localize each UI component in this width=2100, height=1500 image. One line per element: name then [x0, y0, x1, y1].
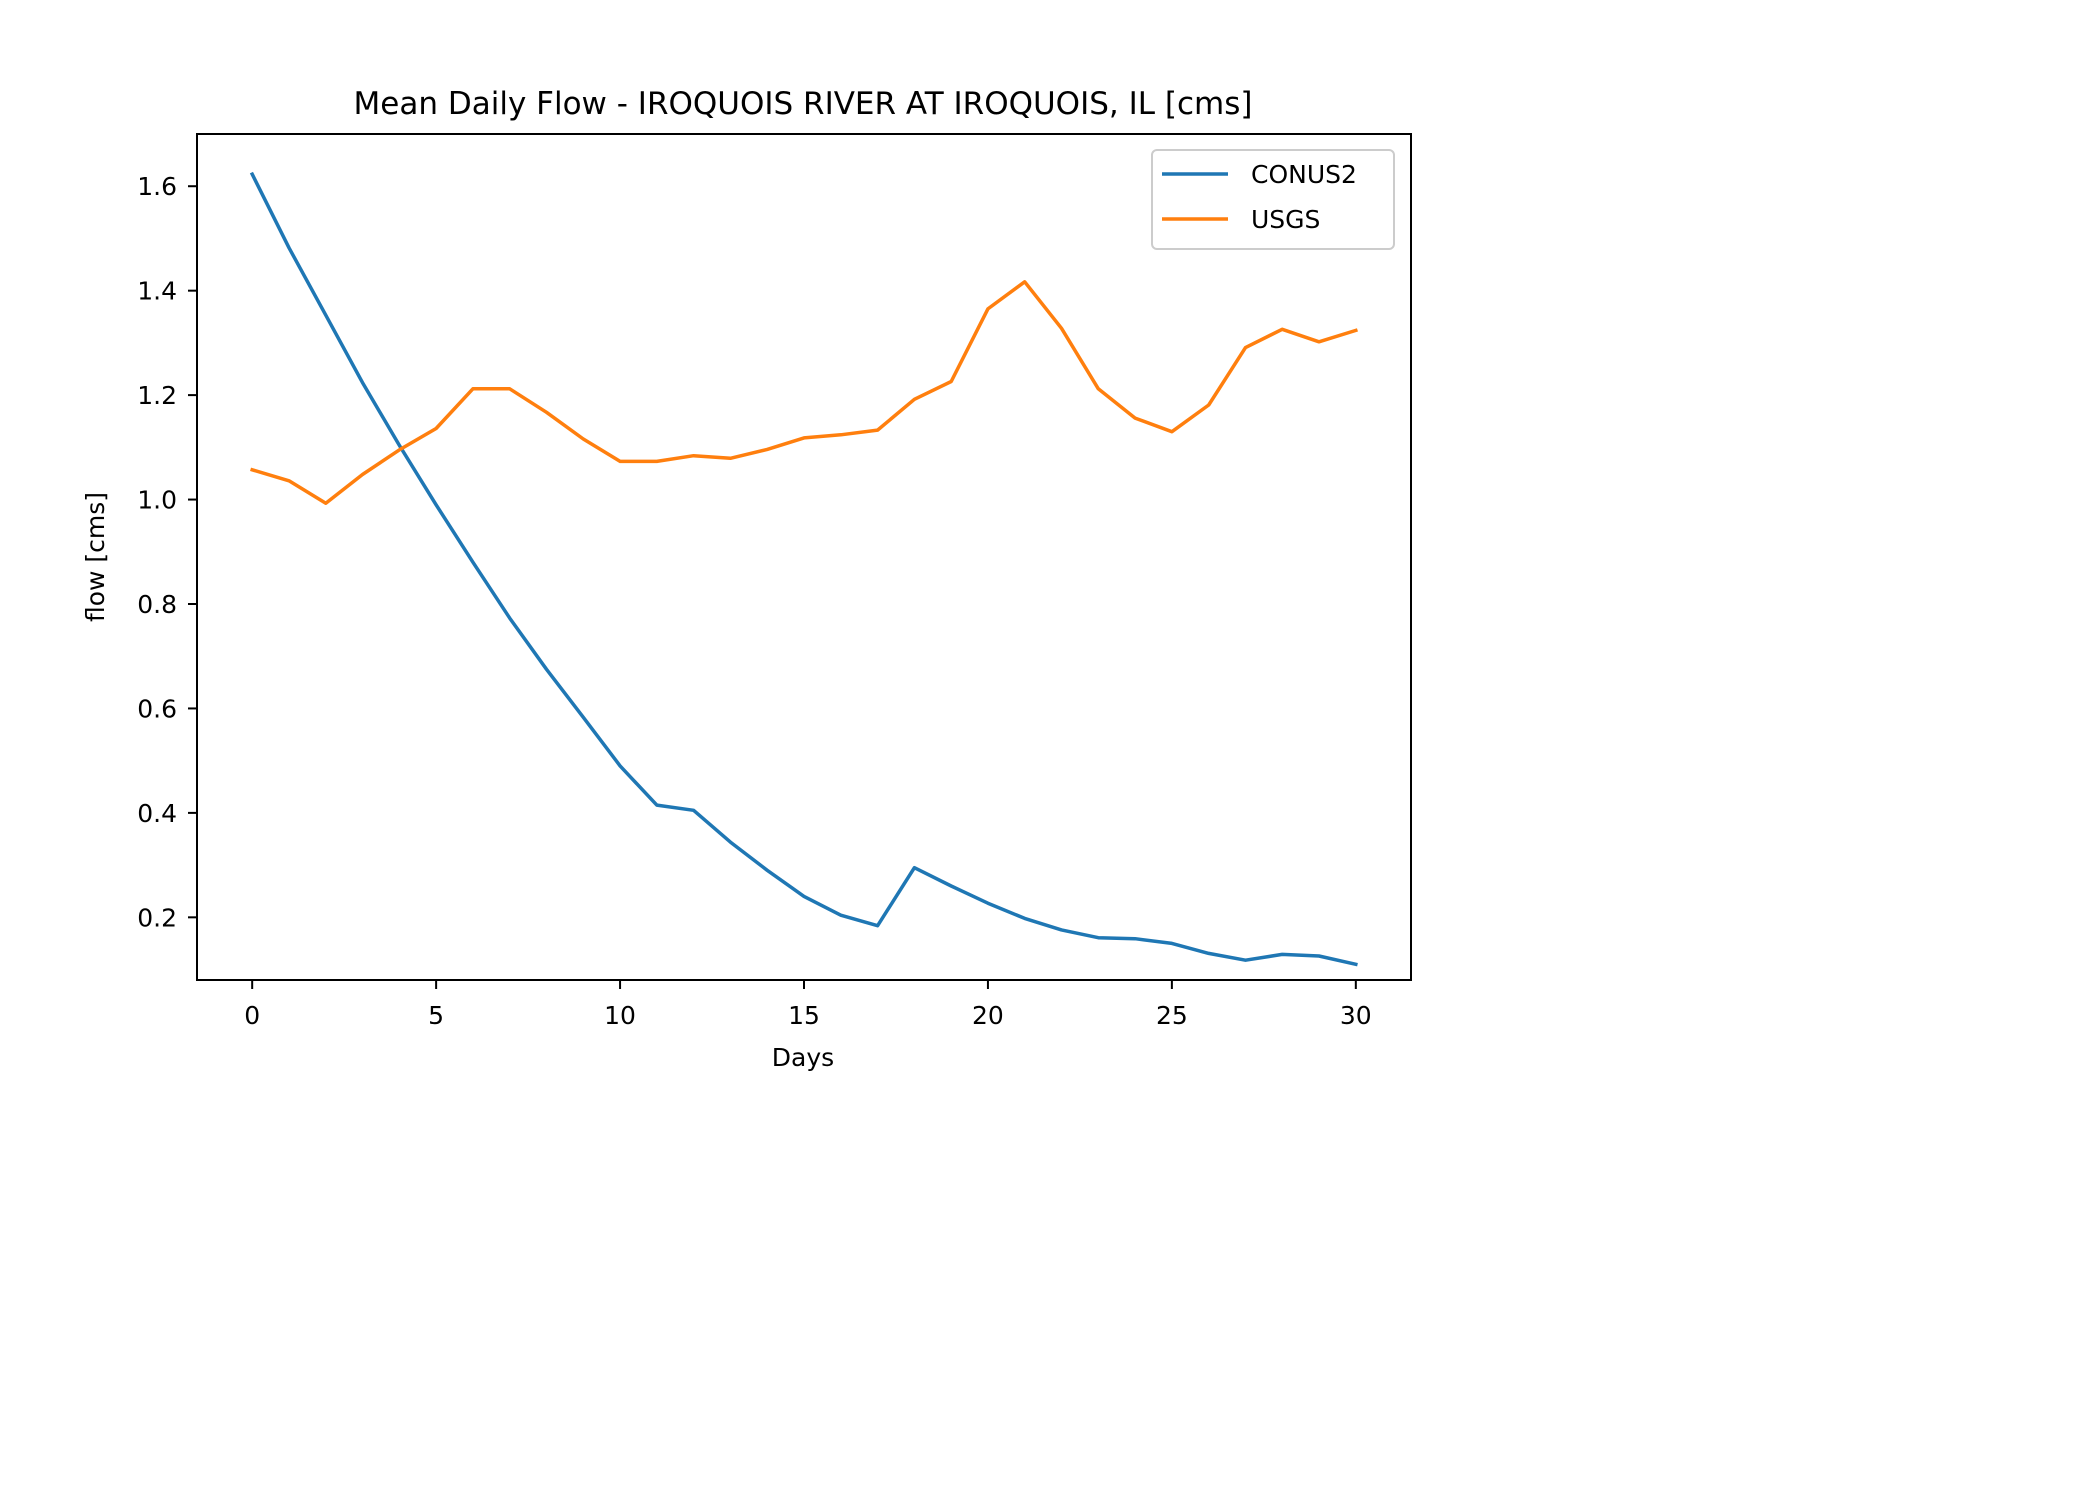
y-axis-label: flow [cms]: [81, 492, 110, 622]
legend-label-conus2: CONUS2: [1251, 160, 1357, 189]
chart: Mean Daily Flow - IROQUOIS RIVER AT IROQ…: [81, 86, 1412, 1072]
x-tick-label: 20: [972, 1001, 1004, 1030]
x-tick-label: 5: [428, 1001, 444, 1030]
y-tick-label: 0.4: [137, 799, 177, 828]
series-layer: [249, 171, 1358, 967]
x-tick-label: 25: [1156, 1001, 1188, 1030]
y-tick-label: 1.2: [137, 381, 177, 410]
line-chart: Mean Daily Flow - IROQUOIS RIVER AT IROQ…: [81, 86, 1412, 1072]
y-tick-label: 1.0: [137, 486, 177, 515]
y-tick-label: 1.4: [137, 277, 177, 306]
plot-frame: [196, 133, 1412, 981]
x-tick-label: 30: [1340, 1001, 1372, 1030]
series-line-conus2: [249, 171, 1358, 967]
legend-label-usgs: USGS: [1251, 205, 1320, 234]
y-tick-label: 0.6: [137, 694, 177, 723]
y-tick-label: 0.8: [137, 590, 177, 619]
x-axis-ticks: 0 5 10 15 20 25 30: [244, 980, 1372, 1030]
x-axis-label: Days: [772, 1043, 834, 1072]
x-tick-label: 0: [244, 1001, 260, 1030]
x-tick-label: 10: [604, 1001, 636, 1030]
series-line-usgs: [250, 280, 1358, 505]
y-tick-label: 0.2: [137, 903, 177, 932]
chart-title: Mean Daily Flow - IROQUOIS RIVER AT IROQ…: [354, 86, 1253, 122]
x-tick-label: 15: [788, 1001, 820, 1030]
y-tick-label: 1.6: [137, 172, 177, 201]
legend: CONUS2 USGS: [1151, 149, 1395, 250]
y-axis-ticks: 0.2 0.4 0.6 0.8 1.0 1.2 1.4 1.6: [137, 172, 197, 932]
